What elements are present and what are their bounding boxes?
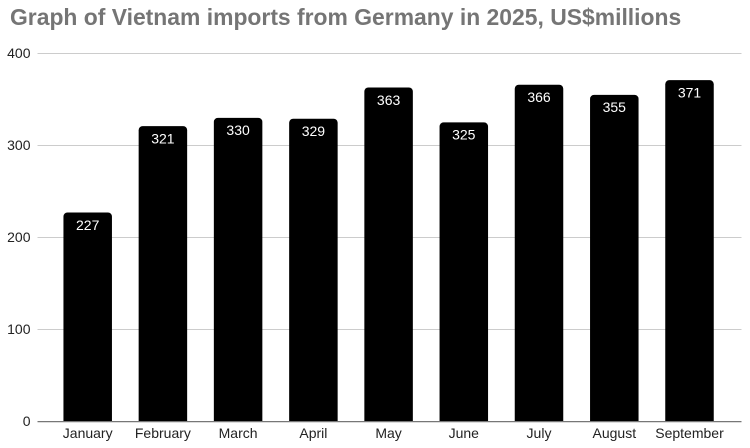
svg-text:321: 321 [151,130,175,146]
svg-text:January: January [63,425,113,441]
svg-text:330: 330 [226,122,250,138]
svg-text:September: September [655,425,724,441]
svg-text:March: March [219,425,258,441]
svg-text:100: 100 [7,321,31,337]
svg-text:July: July [527,425,552,441]
svg-text:366: 366 [527,89,551,105]
svg-text:325: 325 [452,127,476,143]
svg-text:400: 400 [7,45,31,61]
svg-text:June: June [449,425,480,441]
svg-text:April: April [299,425,327,441]
svg-text:May: May [375,425,401,441]
svg-text:0: 0 [23,413,31,429]
svg-text:300: 300 [7,137,31,153]
svg-text:February: February [135,425,191,441]
svg-text:371: 371 [678,84,702,100]
svg-text:329: 329 [302,123,326,139]
svg-text:August: August [593,425,637,441]
svg-text:355: 355 [603,99,627,115]
svg-text:Graph of Vietnam imports from: Graph of Vietnam imports from Germany in… [10,4,681,30]
svg-text:200: 200 [7,229,31,245]
svg-text:227: 227 [76,217,100,233]
svg-text:363: 363 [377,92,401,108]
